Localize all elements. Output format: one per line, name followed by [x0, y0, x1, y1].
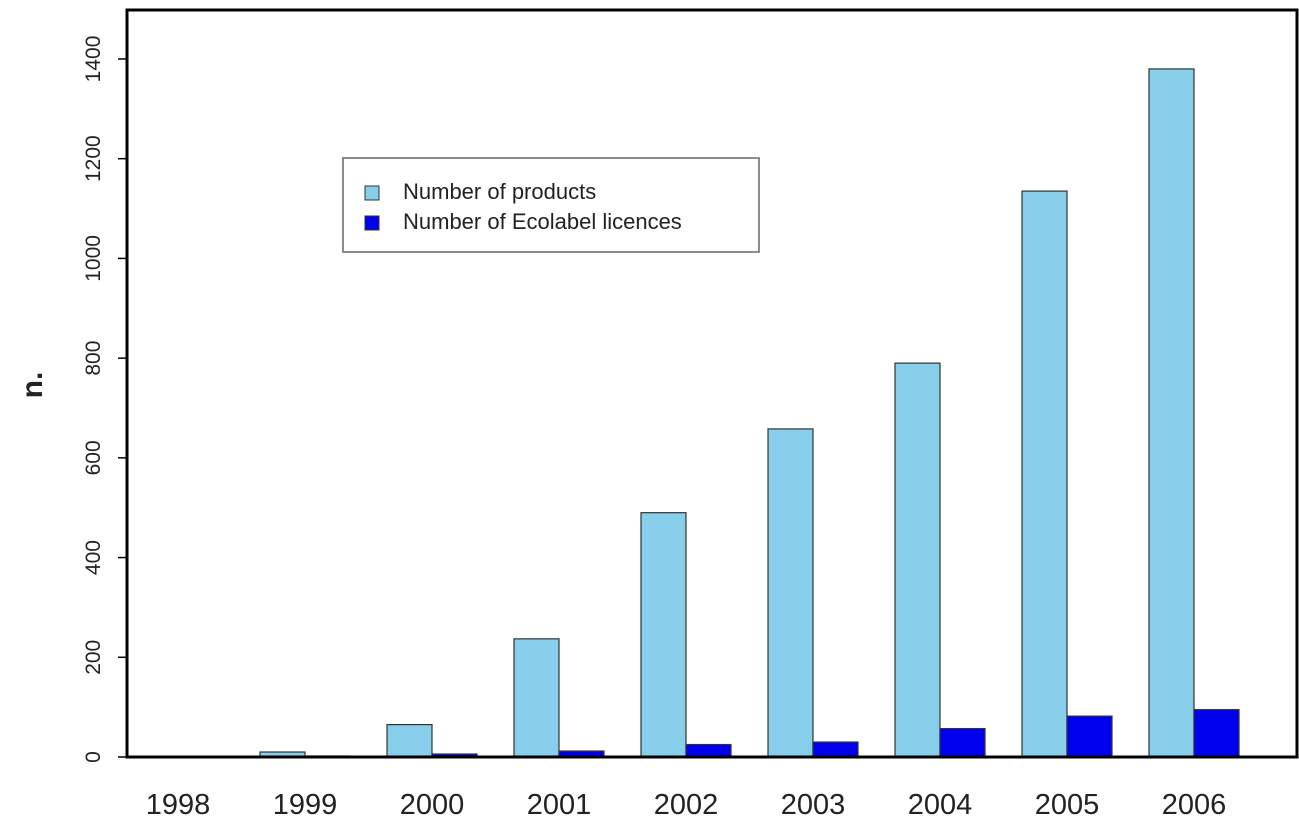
- x-tick-label-1999: 1999: [273, 789, 338, 820]
- y-axis-title: n.: [16, 372, 49, 399]
- x-tick-label-1998: 1998: [146, 789, 211, 820]
- x-axis: 1998 1999 2000 2001 2002 2003 2004 2005 2006: [146, 789, 1227, 820]
- y-tick-label-1000: 1000: [82, 235, 105, 282]
- y-tick-label-1200: 1200: [82, 135, 105, 182]
- y-tick-label-600: 600: [82, 440, 105, 475]
- bar-licences-2005: [1066, 715, 1113, 758]
- legend-label-licences: Number of Ecolabel licences: [403, 209, 682, 234]
- bar-licences-2004: [939, 727, 986, 758]
- x-tick-label-2006: 2006: [1162, 789, 1227, 820]
- legend: Number of products Number of Ecolabel li…: [342, 157, 760, 253]
- y-tick-label-1400: 1400: [82, 36, 105, 83]
- y-axis: 0 200 400 600 800 1000 1200 1400: [82, 36, 127, 763]
- bar-products-2002: [640, 512, 687, 758]
- legend-swatch-products: [364, 185, 380, 201]
- bar-products-2000: [386, 723, 433, 758]
- x-tick-label-2004: 2004: [908, 789, 973, 820]
- bar-licences-2003: [812, 741, 859, 758]
- x-tick-label-2002: 2002: [654, 789, 719, 820]
- legend-label-products: Number of products: [403, 179, 596, 204]
- bar-licences-2002: [685, 743, 732, 758]
- bar-products-2004: [894, 362, 941, 758]
- bar-licences-2006: [1193, 709, 1240, 758]
- bar-products-2001: [513, 638, 560, 758]
- x-tick-label-2001: 2001: [527, 789, 592, 820]
- legend-box: [342, 157, 760, 253]
- y-tick-label-800: 800: [82, 341, 105, 376]
- bar-products-2005: [1021, 190, 1068, 758]
- y-tick-label-0: 0: [82, 751, 105, 763]
- y-tick-label-200: 200: [82, 640, 105, 675]
- x-tick-label-2003: 2003: [781, 789, 846, 820]
- bar-products-2006: [1148, 68, 1195, 758]
- bar-products-2003: [767, 428, 814, 758]
- x-tick-label-2000: 2000: [400, 789, 465, 820]
- legend-swatch-licences: [364, 215, 380, 231]
- x-tick-label-2005: 2005: [1035, 789, 1100, 820]
- y-tick-label-400: 400: [82, 540, 105, 575]
- plot-frame: [125, 8, 1299, 759]
